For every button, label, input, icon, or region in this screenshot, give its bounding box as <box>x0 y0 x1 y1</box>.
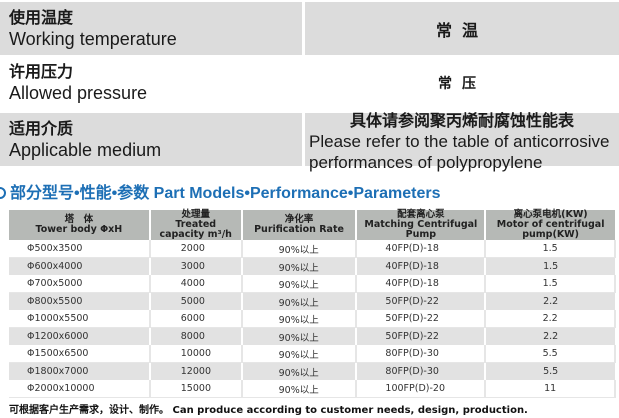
table-cell: 2.2 <box>485 310 616 328</box>
spec-row-medium: 适用介质 Applicable medium 具体请参阅聚丙烯耐腐蚀性能表 Plea… <box>0 113 619 172</box>
table-cell: Φ1000x5500 <box>9 310 151 328</box>
spec-label-en: Allowed pressure <box>9 83 148 103</box>
table-cell: 100FP(D)-20 <box>356 380 487 398</box>
table-cell: 15000 <box>149 380 243 398</box>
column-header: 处理量 Treated capacity m³/h <box>149 209 243 240</box>
column-header-en: Matching Centrifugal Pump <box>364 219 478 240</box>
table-cell: Φ600x4000 <box>9 257 151 275</box>
column-header: 离心泵电机(KW) Motor of centrifugal pump(KW) <box>485 210 615 240</box>
spec-label-en: Working temperature <box>9 28 177 49</box>
column-header-cn: 配套离心泵 <box>397 209 445 220</box>
spec-label-en: Applicable medium <box>9 139 162 160</box>
table-row: Φ1000x5500 6000 90%以上 50FP(D)-22 2.2 <box>9 310 616 328</box>
spec-value-en: Please refer to the table of anticorrosi… <box>309 131 610 172</box>
table-cell: 10000 <box>149 345 243 363</box>
column-header-cn: 净化率 <box>284 214 314 225</box>
table-cell: 90%以上 <box>241 362 358 380</box>
column-header-cn: 塔 体 <box>64 214 94 225</box>
spec-row-pressure: 许用压力 Allowed pressure 常压 <box>0 58 619 108</box>
table-cell: Φ2000x10000 <box>9 380 151 398</box>
section-heading: 部分型号•性能•参数 Part Models•Performance•Param… <box>0 179 441 203</box>
spec-value: 常温 <box>435 22 488 40</box>
column-header: 净化率 Purification Rate <box>241 210 358 240</box>
table-row: Φ600x4000 3000 90%以上 40FP(D)-18 1.5 <box>9 257 615 275</box>
table-row: Φ700x5000 4000 90%以上 40FP(D)-18 1.5 <box>9 275 616 293</box>
column-header-en: Motor of centrifugal pump(KW) <box>496 219 605 240</box>
table-cell: Φ1800x7000 <box>9 362 151 380</box>
table-cell: 1.5 <box>485 240 616 258</box>
table-cell: 1.5 <box>485 275 616 293</box>
table-cell: 40FP(D)-18 <box>356 257 487 275</box>
spec-row-temperature: 使用温度 Working temperature 常温 <box>0 2 619 55</box>
column-header-cn: 离心泵电机(KW) <box>513 209 588 220</box>
spec-label-cn: 许用压力 <box>9 64 74 81</box>
table-cell: 90%以上 <box>241 240 358 258</box>
table-cell: 5000 <box>149 292 243 310</box>
table-cell: 2.2 <box>485 292 615 310</box>
table-cell: 50FP(D)-22 <box>356 292 487 310</box>
table-cell: 80FP(D)-30 <box>356 345 487 363</box>
table-cell: 50FP(D)-22 <box>356 327 487 345</box>
table-cell: 90%以上 <box>241 275 358 293</box>
table-cell: Φ800x5500 <box>9 292 151 310</box>
table-row: Φ1200x6000 8000 90%以上 50FP(D)-22 2.2 <box>9 327 615 345</box>
footer-note: 可根据客户生产需求，设计、制作。 Can produce according t… <box>9 405 528 416</box>
table-cell: 8000 <box>149 327 243 345</box>
table-cell: 90%以上 <box>241 327 358 345</box>
table-cell: Φ500x3500 <box>9 240 151 258</box>
circle-bullet-icon <box>0 187 6 199</box>
column-header-cn: 处理量 <box>181 209 210 220</box>
table-cell: 12000 <box>149 362 243 380</box>
table-cell: 50FP(D)-22 <box>356 310 487 328</box>
table-cell: 2000 <box>149 240 243 258</box>
table-cell: Φ1500x6500 <box>9 345 151 363</box>
table-row: Φ500x3500 2000 90%以上 40FP(D)-18 1.5 <box>9 240 616 258</box>
table-cell: 5.5 <box>485 345 616 363</box>
table-row: Φ2000x10000 15000 90%以上 100FP(D)-20 11 <box>9 380 616 398</box>
parameters-table: 塔 体 Tower body ΦxH 处理量 Treated capacity m³/… <box>9 210 616 398</box>
table-cell: 40FP(D)-18 <box>356 240 487 258</box>
table-cell: 6000 <box>149 310 243 328</box>
column-header-en: Purification Rate <box>254 224 344 235</box>
table-cell: 3000 <box>149 257 243 275</box>
table-cell: Φ700x5000 <box>9 275 151 293</box>
table-cell: 2.2 <box>485 327 615 345</box>
table-cell: 4000 <box>149 275 243 293</box>
table-cell: 5.5 <box>485 362 615 380</box>
table-cell: 11 <box>485 380 616 398</box>
spec-label-cn: 适用介质 <box>9 120 74 138</box>
table-cell: 90%以上 <box>241 257 358 275</box>
section-heading-text: 部分型号•性能•参数 Part Models•Performance•Param… <box>10 185 441 202</box>
table-row: Φ800x5500 5000 90%以上 50FP(D)-22 2.2 <box>9 292 615 310</box>
spec-value: 具体请参阅聚丙烯耐腐蚀性能表 <box>349 112 574 130</box>
table-cell: 80FP(D)-30 <box>356 362 487 380</box>
column-header-en: Tower body ΦxH <box>35 224 123 235</box>
table-cell: 90%以上 <box>241 310 358 328</box>
spec-label-cn: 使用温度 <box>9 9 74 27</box>
table-row: Φ1500x6500 10000 90%以上 80FP(D)-30 5.5 <box>9 345 616 363</box>
table-row: Φ1800x7000 12000 90%以上 80FP(D)-30 5.5 <box>9 362 615 380</box>
table-cell: 40FP(D)-18 <box>356 275 487 293</box>
spec-value: 常压 <box>438 75 486 91</box>
column-header: 塔 体 Tower body ΦxH <box>9 210 151 240</box>
table-cell: 1.5 <box>485 257 615 275</box>
column-header: 配套离心泵 Matching Centrifugal Pump <box>356 209 487 240</box>
table-cell: Φ1200x6000 <box>9 327 151 345</box>
table-cell: 90%以上 <box>241 380 358 398</box>
column-header-en: Treated capacity m³/h <box>159 219 232 240</box>
table-cell: 90%以上 <box>241 292 358 310</box>
table-cell: 90%以上 <box>241 345 358 363</box>
